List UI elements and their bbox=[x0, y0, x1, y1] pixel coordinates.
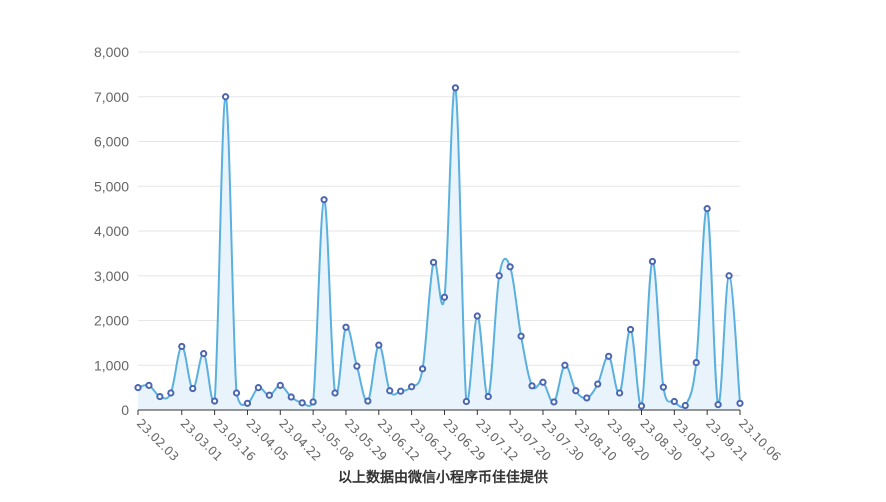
data-source-note: 以上数据由微信小程序币佳佳提供 bbox=[338, 470, 548, 486]
data-point bbox=[561, 361, 569, 369]
data-point bbox=[386, 387, 394, 395]
data-point bbox=[462, 397, 470, 406]
data-point bbox=[134, 384, 142, 392]
data-point bbox=[637, 402, 646, 410]
data-point bbox=[692, 358, 700, 367]
data-point bbox=[145, 381, 153, 389]
data-point bbox=[736, 399, 744, 407]
data-point bbox=[287, 393, 295, 401]
data-point bbox=[473, 312, 481, 320]
data-point bbox=[353, 362, 361, 370]
data-point bbox=[670, 397, 678, 406]
y-tick-label: 6,000 bbox=[94, 134, 129, 150]
data-point bbox=[418, 365, 427, 373]
data-point bbox=[178, 342, 186, 351]
series-line bbox=[137, 85, 741, 409]
y-tick-label: 3,000 bbox=[94, 268, 129, 284]
y-tick-label: 8,000 bbox=[94, 44, 129, 60]
data-point bbox=[440, 293, 449, 301]
data-point bbox=[451, 84, 460, 92]
x-axis: 23.02.0323.03.0123.03.1623.04.0523.04.22… bbox=[134, 409, 784, 464]
data-point bbox=[232, 389, 241, 397]
data-point bbox=[495, 272, 503, 280]
data-point bbox=[331, 389, 339, 397]
data-point bbox=[572, 387, 580, 395]
data-point bbox=[725, 272, 733, 280]
data-point bbox=[243, 399, 252, 407]
data-point bbox=[364, 397, 372, 405]
data-point bbox=[506, 263, 514, 271]
data-point bbox=[189, 384, 197, 393]
data-point bbox=[714, 401, 722, 409]
data-point bbox=[616, 389, 624, 397]
data-point bbox=[211, 397, 219, 405]
data-point bbox=[484, 392, 492, 401]
y-tick-label: 0 bbox=[121, 402, 129, 418]
data-point bbox=[265, 391, 273, 399]
data-point bbox=[517, 332, 525, 340]
data-point bbox=[408, 383, 416, 391]
data-point bbox=[659, 383, 667, 391]
data-point bbox=[200, 350, 208, 358]
y-tick-label: 5,000 bbox=[94, 178, 129, 194]
data-point bbox=[375, 341, 383, 349]
series-points bbox=[134, 84, 744, 410]
data-point bbox=[429, 258, 438, 266]
data-point bbox=[167, 389, 175, 397]
data-point bbox=[156, 392, 164, 401]
data-point bbox=[320, 196, 328, 204]
data-point bbox=[626, 325, 635, 334]
gridlines bbox=[138, 51, 740, 366]
data-point bbox=[539, 378, 547, 386]
data-point bbox=[276, 381, 284, 389]
data-point bbox=[703, 205, 711, 213]
y-tick-label: 7,000 bbox=[94, 89, 129, 105]
x-tick-label: 23.02.03 bbox=[134, 416, 182, 464]
y-axis: 0 1,000 2,000 3,000 4,000 5,000 6,000 7,000 8,00… bbox=[94, 44, 129, 418]
y-tick-label: 4,000 bbox=[94, 223, 129, 239]
data-point bbox=[594, 380, 602, 388]
data-point bbox=[583, 394, 591, 402]
data-point bbox=[528, 382, 536, 390]
y-tick-label: 1,000 bbox=[94, 357, 129, 373]
data-point bbox=[550, 398, 558, 406]
data-point bbox=[605, 352, 613, 360]
data-point bbox=[342, 323, 350, 331]
data-point bbox=[681, 401, 689, 410]
data-point bbox=[254, 384, 262, 392]
data-point bbox=[648, 257, 657, 266]
y-tick-label: 2,000 bbox=[94, 313, 129, 329]
data-point bbox=[309, 398, 317, 406]
data-point bbox=[397, 387, 405, 395]
data-point bbox=[298, 399, 306, 407]
series-area-fill bbox=[138, 86, 740, 410]
data-point bbox=[221, 93, 230, 101]
